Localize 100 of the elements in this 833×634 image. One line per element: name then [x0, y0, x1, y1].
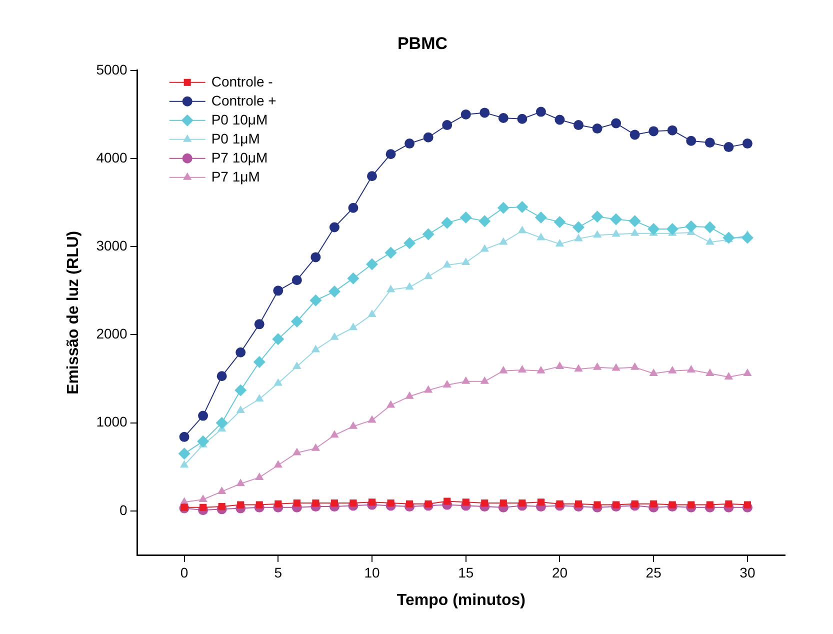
point — [293, 499, 300, 507]
point — [329, 222, 340, 232]
point — [704, 221, 716, 234]
point — [481, 499, 488, 507]
point — [424, 385, 433, 393]
y-axis-title: Emissão de luz (RLU) — [65, 230, 82, 394]
point — [497, 202, 510, 214]
x-tick-label: 10 — [364, 564, 380, 580]
point — [630, 362, 640, 370]
point — [254, 319, 264, 330]
x-tick-label: 15 — [458, 564, 474, 580]
x-tick-label: 5 — [274, 564, 282, 580]
point — [460, 212, 472, 224]
point — [554, 114, 565, 125]
point — [724, 372, 734, 380]
point — [742, 138, 752, 149]
point — [650, 500, 658, 508]
chart-title: PBMC — [397, 34, 448, 53]
point — [292, 448, 302, 456]
point — [424, 272, 433, 280]
point — [480, 244, 489, 252]
point — [386, 149, 396, 160]
point — [536, 232, 546, 240]
y-tick-label: 0 — [120, 502, 128, 518]
point — [368, 309, 376, 317]
point — [499, 366, 508, 374]
point — [462, 376, 470, 384]
point — [516, 200, 528, 213]
legend-label: Controle + — [211, 92, 276, 108]
point — [367, 171, 378, 182]
point — [743, 368, 752, 376]
point — [404, 237, 416, 250]
point — [444, 498, 451, 505]
point — [706, 237, 714, 245]
point — [274, 378, 282, 386]
point — [350, 499, 357, 507]
point — [200, 504, 207, 511]
point — [180, 504, 188, 511]
point — [686, 364, 696, 372]
point — [290, 316, 303, 328]
point — [237, 501, 244, 508]
point — [366, 258, 378, 270]
point — [274, 460, 282, 468]
point — [330, 332, 339, 340]
point — [178, 448, 190, 460]
point — [348, 202, 358, 213]
point — [330, 499, 338, 507]
point — [198, 410, 208, 421]
legend-label: P0 1μM — [211, 130, 260, 146]
point — [500, 499, 507, 507]
point — [517, 114, 528, 124]
point — [706, 501, 714, 508]
point — [273, 286, 284, 296]
point — [311, 443, 320, 451]
point — [255, 472, 264, 480]
point — [180, 460, 189, 468]
point — [478, 215, 491, 228]
point — [630, 130, 640, 140]
point — [744, 501, 751, 508]
point — [499, 237, 508, 245]
point — [628, 215, 641, 228]
point — [404, 138, 415, 149]
point — [591, 210, 604, 223]
point — [685, 220, 698, 232]
point — [534, 212, 547, 224]
legend-label: P7 1μM — [211, 168, 260, 184]
point — [536, 366, 546, 374]
point — [725, 500, 732, 508]
point — [460, 109, 471, 120]
point — [498, 112, 508, 123]
point — [310, 294, 322, 306]
point — [442, 380, 452, 388]
point — [668, 501, 676, 508]
point — [312, 499, 320, 507]
point — [555, 238, 564, 246]
point — [368, 498, 376, 506]
point — [368, 415, 376, 423]
x-tick-label: 0 — [180, 564, 188, 580]
point — [234, 384, 247, 396]
point — [631, 500, 638, 508]
point — [536, 106, 546, 117]
point — [630, 228, 640, 236]
point — [592, 230, 602, 238]
legend-label: P0 10μM — [211, 111, 268, 128]
point — [272, 333, 284, 346]
point — [406, 500, 414, 508]
point — [574, 234, 583, 242]
point — [610, 213, 622, 226]
point — [423, 132, 434, 142]
y-tick-label: 3000 — [96, 237, 128, 254]
point — [611, 118, 622, 128]
point — [328, 286, 340, 298]
point — [688, 501, 695, 508]
point — [311, 344, 320, 352]
point — [741, 232, 754, 244]
point — [704, 138, 715, 148]
point — [518, 226, 527, 234]
point — [537, 498, 544, 506]
point — [686, 136, 696, 146]
point — [648, 126, 659, 136]
